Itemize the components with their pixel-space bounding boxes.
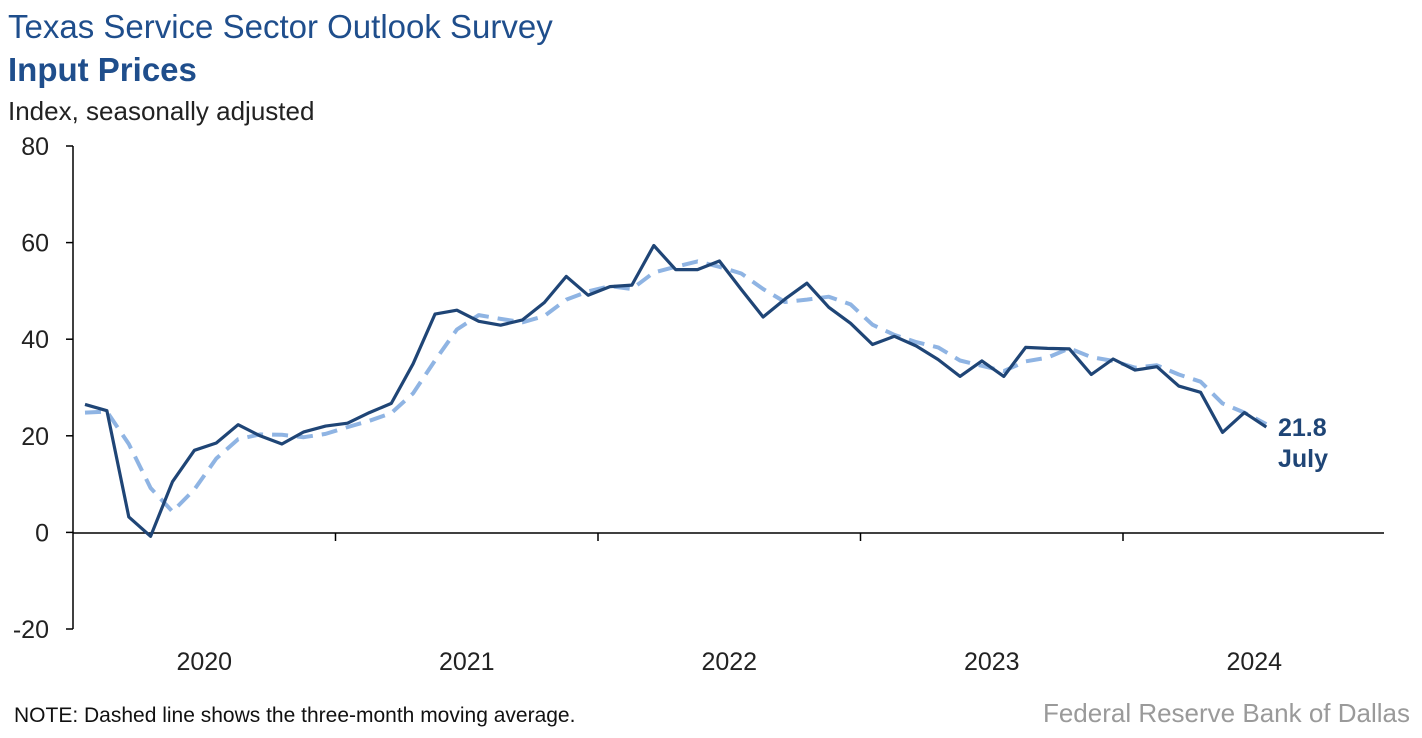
x-tick-label: 2024 xyxy=(1226,648,1282,676)
chart-labels: 21.8 July xyxy=(1278,414,1328,473)
y-tick-label: 40 xyxy=(21,326,49,354)
y-tick-label: 0 xyxy=(35,519,49,547)
y-axis-label: Index, seasonally adjusted xyxy=(8,96,315,126)
chart-axes: -20 0 20 40 60 80 2020 2021 2022 2023 2024 xyxy=(13,133,1384,676)
y-tick-label: 80 xyxy=(21,133,49,161)
x-tick-label: 2023 xyxy=(964,648,1020,676)
chart-subtitle: Input Prices xyxy=(8,51,197,88)
last-month-label: July xyxy=(1278,445,1328,473)
chart-title: Texas Service Sector Outlook Survey xyxy=(8,8,553,45)
y-tick-label: 20 xyxy=(21,423,49,451)
x-tick-label: 2021 xyxy=(439,648,495,676)
input-prices-line xyxy=(84,243,1268,538)
chart-series xyxy=(84,243,1268,538)
moving-average-line xyxy=(84,259,1268,514)
last-value-label: 21.8 xyxy=(1278,414,1327,442)
footnote: NOTE: Dashed line shows the three-month … xyxy=(14,704,576,727)
y-tick-label: -20 xyxy=(13,616,49,644)
y-tick-label: 60 xyxy=(21,230,49,258)
x-tick-label: 2020 xyxy=(176,648,232,676)
source-credit: Federal Reserve Bank of Dallas xyxy=(1042,698,1410,728)
x-tick-label: 2022 xyxy=(701,648,757,676)
